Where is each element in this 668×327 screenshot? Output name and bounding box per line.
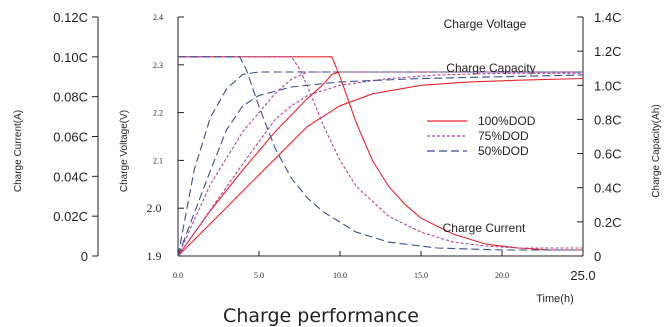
x-tick-label: 20.0 [495, 271, 509, 280]
capacity-tick-label: 0.6C [594, 147, 621, 162]
current-tick-label: 0.10C [53, 50, 88, 65]
charge-capacity-label: Charge Capacity [446, 61, 535, 75]
charge-capacity-curve-50-dod [177, 74, 584, 257]
capacity-tick-label: 0.4C [594, 181, 621, 196]
charge-voltage-curve-50-dod [177, 71, 583, 257]
charge-capacity-curve-100-dod [177, 77, 584, 257]
current-tick-label: 0.06C [53, 130, 88, 145]
capacity-tick-label: 0.2C [594, 215, 621, 230]
x-tick-label: 10.0 [333, 271, 347, 280]
legend-label-100-dod: 100%DOD [478, 114, 536, 128]
charge-voltage-label: Charge Voltage [444, 17, 527, 31]
voltage-tick-label: 2.1 [153, 156, 163, 165]
charge-current-curve-50-dod [178, 56, 583, 251]
charge-current-label: Charge Current [443, 221, 526, 235]
voltage-tick-label: 1.9 [147, 249, 162, 263]
voltage-axis-title: Charge Voltage(V) [119, 110, 130, 192]
current-tick-label: 0.04C [53, 169, 88, 184]
current-tick-label: 0.08C [53, 90, 88, 105]
charge-current-curve-75-dod [178, 56, 583, 249]
charge-voltage-curve-100-dod [177, 71, 583, 257]
voltage-tick-label: 2.0 [147, 201, 162, 215]
capacity-tick-label: 1.4C [594, 10, 621, 25]
charge-capacity-curve-75-dod [177, 72, 583, 257]
x-tick-label: 15.0 [414, 271, 428, 280]
current-tick-label: 0.02C [53, 209, 88, 224]
voltage-tick-label: 2.3 [153, 61, 163, 70]
x-axis-title: Time(h) [536, 293, 573, 305]
current-tick-label: 0 [81, 249, 88, 264]
x-tick-label: 0.0 [173, 271, 183, 280]
capacity-tick-label: 0.8C [594, 112, 621, 127]
capacity-tick-label: 1.0C [594, 78, 621, 93]
x-tick-label: 25.0 [570, 268, 595, 283]
capacity-tick-label: 0 [594, 249, 601, 264]
current-tick-label: 0.12C [53, 10, 88, 25]
charge-voltage-curve-75-dod [177, 71, 583, 257]
capacity-tick-label: 1.2C [594, 44, 621, 59]
chart-title: Charge performance [223, 305, 419, 327]
current-axis-title: Charge Current(A) [13, 110, 24, 192]
chart-curves [177, 56, 584, 257]
legend-label-75-dod: 75%DOD [478, 129, 529, 143]
chart-labels: 0 0.02C 0.04C 0.06C 0.08C 0.10C 0.12C 1.9 2.0 2.1… [53, 10, 621, 283]
x-tick-label: 5.0 [254, 271, 264, 280]
legend-label-50-dod: 50%DOD [478, 144, 529, 158]
voltage-tick-label: 2.4 [153, 13, 163, 22]
capacity-axis-title: Charge Capacity(Ah) [651, 104, 662, 197]
voltage-tick-label: 2.2 [153, 109, 163, 118]
